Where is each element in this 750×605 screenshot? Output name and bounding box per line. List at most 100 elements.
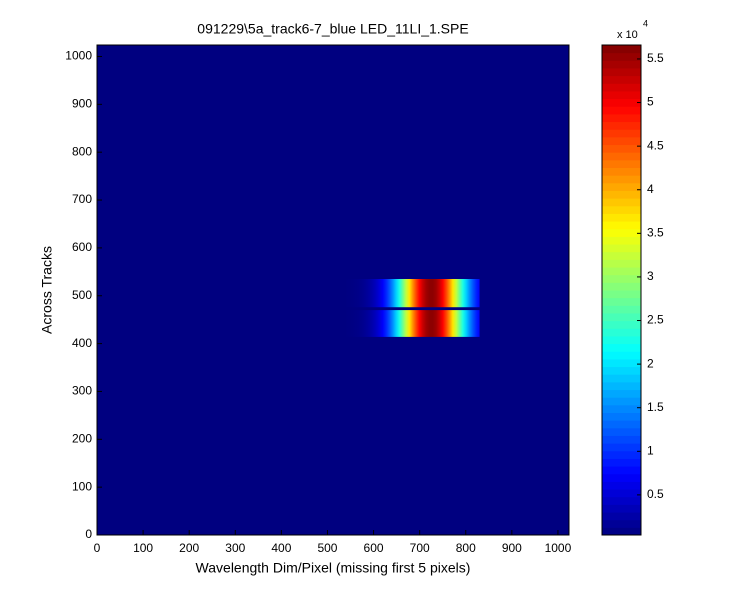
- colorbar-segment: [602, 60, 641, 69]
- colorbar-segment: [602, 297, 641, 306]
- colorbar-tick-label: 1: [647, 443, 654, 457]
- x-tick-label: 700: [410, 541, 430, 555]
- colorbar-segment: [602, 251, 641, 260]
- colorbar-segment: [602, 504, 641, 513]
- colorbar-segment: [602, 473, 641, 482]
- axes-box: [96, 44, 570, 536]
- colorbar-tick-label: 2: [647, 356, 654, 370]
- colorbar-segment: [602, 83, 641, 92]
- y-tick-label: 900: [72, 97, 92, 111]
- x-tick-label: 100: [133, 541, 153, 555]
- colorbar-segment: [602, 136, 641, 146]
- colorbar-segment: [602, 236, 641, 245]
- colorbar-segment: [602, 366, 641, 375]
- colorbar-segment: [602, 320, 641, 329]
- y-tick-label: 400: [72, 336, 92, 350]
- colorbar-segment: [602, 512, 641, 521]
- colorbar-segment: [602, 481, 641, 490]
- colorbar-segment: [602, 198, 641, 207]
- colorbar-segment: [602, 67, 641, 77]
- colorbar-segment: [602, 152, 641, 161]
- x-tick-label: 200: [179, 541, 199, 555]
- intensity-band: [345, 310, 480, 337]
- colorbar-segment: [602, 443, 641, 452]
- colorbar-segment: [602, 190, 641, 199]
- x-tick-label: 900: [502, 541, 522, 555]
- colorbar-segment: [602, 221, 641, 230]
- x-tick-label: 300: [225, 541, 245, 555]
- x-tick-label: 1000: [545, 541, 572, 555]
- colorbar-segment: [602, 458, 641, 467]
- colorbar-segment: [602, 52, 641, 61]
- colorbar-segment: [602, 435, 641, 444]
- colorbar-segment: [602, 374, 641, 383]
- colorbar-segment: [602, 305, 641, 314]
- colorbar-exponent: 4: [643, 18, 648, 28]
- y-tick-label: 500: [72, 288, 92, 302]
- colorbar-segment: [602, 290, 641, 299]
- colorbar-tick-label: 0.5: [647, 487, 664, 501]
- colorbar-segment: [602, 175, 641, 184]
- colorbar-segment: [602, 205, 641, 214]
- colorbar-segment: [602, 244, 641, 253]
- colorbar-segment: [602, 381, 641, 391]
- colorbar-segment: [602, 121, 641, 130]
- colorbar-segment: [602, 228, 641, 237]
- x-tick-label: 600: [364, 541, 384, 555]
- colorbar-segment: [602, 527, 641, 536]
- colorbar-segment: [602, 312, 641, 322]
- colorbar-box: [601, 44, 642, 536]
- colorbar-segment: [602, 328, 641, 337]
- y-tick-label: 0: [85, 527, 92, 541]
- colorbar-segment: [602, 267, 641, 276]
- x-tick-label: 800: [456, 541, 476, 555]
- colorbar-segment: [602, 159, 641, 168]
- colorbar-segment: [602, 282, 641, 291]
- colorbar-segment: [602, 519, 641, 528]
- colorbar-tick-label: 3: [647, 269, 654, 283]
- colorbar-segment: [602, 45, 641, 54]
- colorbar-multiplier: x 10: [617, 29, 638, 41]
- x-tick-label: 500: [317, 541, 337, 555]
- colorbar-tick-label: 5.5: [647, 51, 664, 65]
- colorbar-segment: [602, 129, 641, 138]
- colorbar-segment: [602, 496, 641, 505]
- x-axis-label: Wavelength Dim/Pixel (missing first 5 pi…: [196, 560, 471, 576]
- chart-title: 091229\5a_track6-7_blue LED_11LI_1.SPE: [197, 21, 468, 37]
- colorbar-segment: [602, 213, 641, 222]
- colorbar-tick-label: 5: [647, 95, 654, 109]
- y-tick-label: 300: [72, 384, 92, 398]
- colorbar-segment: [602, 466, 641, 475]
- image-background: [97, 45, 569, 535]
- y-tick-label: 800: [72, 144, 92, 158]
- colorbar-segment: [602, 144, 641, 153]
- colorbar-tick-label: 1.5: [647, 400, 664, 414]
- colorbar-segment: [602, 259, 641, 268]
- colorbar-segment: [602, 412, 641, 421]
- colorbar-segment: [602, 106, 641, 115]
- x-tick-label: 400: [271, 541, 291, 555]
- colorbar-tick-label: 3.5: [647, 225, 664, 239]
- y-tick-label: 700: [72, 192, 92, 206]
- y-axis-label: Across Tracks: [39, 246, 55, 334]
- colorbar-segment: [602, 335, 641, 345]
- colorbar-tick-label: 4.5: [647, 138, 664, 152]
- colorbar-segment: [602, 113, 641, 123]
- colorbar-segment: [602, 75, 641, 84]
- colorbar-segment: [602, 450, 641, 459]
- colorbar-segment: [602, 404, 641, 413]
- colorbar-segment: [602, 167, 641, 176]
- y-tick-label: 600: [72, 240, 92, 254]
- colorbar-segment: [602, 358, 641, 368]
- colorbar-segment: [602, 274, 641, 283]
- intensity-band: [345, 278, 480, 308]
- colorbar-segment: [602, 489, 641, 498]
- colorbar-tick-label: 2.5: [647, 313, 664, 327]
- y-tick-label: 100: [72, 479, 92, 493]
- colorbar-segment: [602, 182, 641, 191]
- colorbar-segment: [602, 420, 641, 429]
- y-tick-label: 1000: [65, 49, 92, 63]
- colorbar-segment: [602, 351, 641, 360]
- y-tick-label: 200: [72, 431, 92, 445]
